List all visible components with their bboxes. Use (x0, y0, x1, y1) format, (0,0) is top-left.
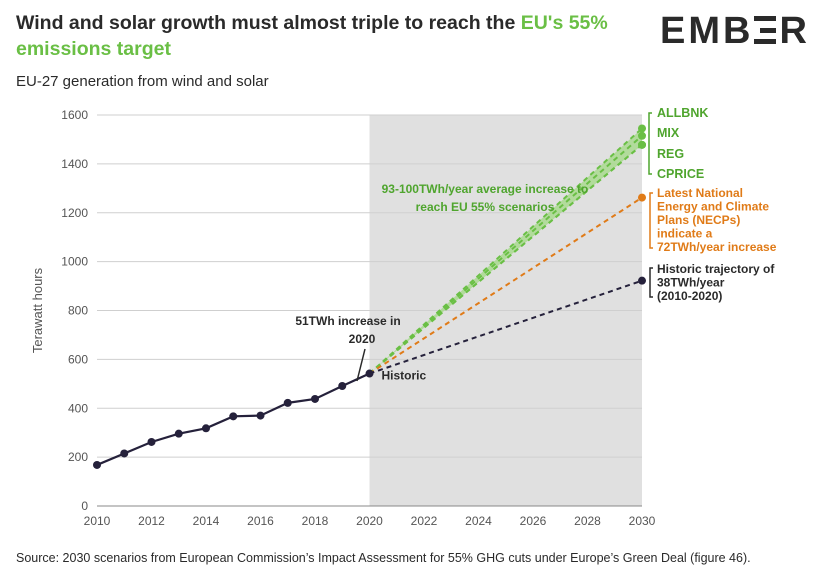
historic-trajectory-end-marker (638, 276, 646, 285)
scenario-mix-line (368, 135, 643, 375)
x-tick-label: 2024 (465, 514, 492, 528)
necp-end-marker (638, 193, 646, 202)
scenario-label-mix: MIX (657, 126, 680, 140)
trajectory-bracket (649, 267, 653, 298)
scenario-bracket (648, 112, 652, 175)
x-tick-label: 2026 (520, 514, 547, 528)
historic-point (338, 382, 347, 391)
historic-point (93, 460, 101, 469)
historic-point (256, 411, 265, 420)
x-tick-label: 2030 (629, 514, 656, 528)
necp-label-line: Plans (NECPs) (657, 213, 740, 227)
necp-label-line: Energy and Climate (657, 200, 769, 214)
x-tick-label: 2028 (574, 514, 601, 528)
y-tick-label: 1000 (61, 255, 88, 269)
historic-point (202, 424, 210, 433)
y-axis-label: Terawatt hours (30, 267, 45, 353)
scenario-label-allbnk: ALLBNK (657, 106, 708, 120)
y-tick-label: 1400 (61, 157, 88, 171)
y-tick-label: 600 (68, 352, 88, 366)
necp-label-line: 72TWh/year increase (657, 240, 777, 254)
y-tick-label: 1600 (61, 108, 88, 122)
chart-subtitle: EU-27 generation from wind and solar (16, 73, 269, 90)
trajectory-label-line: (2010-2020) (657, 289, 722, 303)
band-label-line1: 93-100TWh/year average increase to (382, 182, 589, 196)
chart-title-accent: EU's 55% emissions target (16, 12, 608, 60)
scenario-label-cprice: CPRICE (657, 167, 704, 181)
historic-point-label: Historic (382, 369, 427, 383)
x-tick-label: 2018 (302, 514, 329, 528)
necp-bracket (649, 192, 653, 249)
x-tick-label: 2020 (356, 514, 383, 528)
historic-point (283, 398, 292, 407)
x-tick-label: 2012 (138, 514, 165, 528)
band-label-line2: reach EU 55% scenarios (416, 200, 555, 214)
y-tick-label: 800 (68, 304, 88, 318)
x-tick-label: 2014 (193, 514, 220, 528)
scenario-allbnk-end-marker (638, 124, 646, 133)
x-tick-label: 2010 (84, 514, 111, 528)
historic-point (147, 437, 156, 446)
increase-label-line1: 51TWh increase in (295, 314, 400, 328)
y-tick-label: 0 (81, 499, 88, 513)
historic-point (311, 394, 319, 403)
necp-label-line: Latest National (657, 186, 743, 200)
scenario-allbnk-line (368, 127, 643, 375)
increase-label-line2: 2020 (349, 332, 376, 346)
historic-point (120, 449, 129, 458)
historic-point (229, 412, 238, 421)
trajectory-label-line: Historic trajectory of (657, 262, 775, 276)
historic-point (365, 369, 374, 378)
y-tick-label: 200 (68, 450, 88, 464)
increase-label-leader (356, 348, 366, 382)
y-tick-label: 1200 (61, 206, 88, 220)
y-tick-label: 400 (68, 401, 88, 415)
chart-title: Wind and solar growth must almost triple… (16, 12, 608, 60)
trajectory-label-line: 38TWh/year (657, 276, 725, 290)
logo-e-bars (754, 16, 777, 44)
scenario-label-reg: REG (657, 147, 684, 161)
ember-logo: EMB R (660, 10, 810, 52)
x-tick-label: 2022 (411, 514, 438, 528)
necp-label-line: indicate a (657, 227, 713, 241)
historic-point (174, 429, 183, 438)
x-tick-label: 2016 (247, 514, 274, 528)
necp-line (368, 196, 643, 375)
historic-trajectory-line (369, 279, 643, 375)
scenario-mix-end-marker (638, 131, 646, 140)
source-note: Source: 2030 scenarios from European Com… (16, 551, 751, 565)
scenario-cprice-end-marker (638, 140, 646, 149)
